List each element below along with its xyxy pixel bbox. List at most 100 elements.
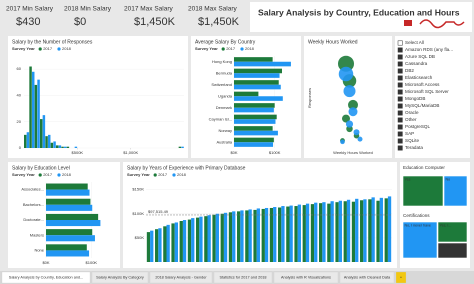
tab-label: +	[400, 276, 403, 280]
bar	[46, 213, 99, 220]
checkbox[interactable]	[397, 89, 403, 95]
slicer-item: Elasticsearch	[405, 75, 433, 80]
scatter-point	[348, 107, 358, 117]
treemap-label: Yes, I...	[440, 223, 452, 227]
chart-title: Salary by Years of Experience with Prima…	[127, 165, 246, 171]
bar	[182, 220, 187, 262]
bar	[155, 229, 159, 262]
scatter-point	[342, 114, 350, 123]
histogram-bar	[181, 146, 184, 148]
bar	[234, 73, 280, 78]
checkbox[interactable]	[397, 75, 403, 81]
bar	[273, 207, 277, 262]
x-tick-label: $1,000K	[123, 150, 138, 155]
category-label: Australia	[216, 139, 232, 144]
checkbox[interactable]	[397, 124, 403, 130]
checkbox[interactable]	[397, 103, 403, 109]
reference-label: $97,515.49	[148, 209, 169, 214]
tab[interactable]	[149, 271, 213, 284]
bar	[327, 203, 331, 262]
scatter-point	[343, 85, 356, 98]
tab[interactable]	[339, 271, 395, 284]
y-tick-label: 40	[17, 92, 22, 97]
checkbox[interactable]	[397, 40, 403, 46]
histogram-bar	[34, 84, 38, 148]
bar	[46, 198, 91, 205]
slicer-item: SAP	[405, 131, 414, 136]
kpi-value: $0	[74, 16, 86, 28]
bar	[46, 229, 93, 236]
chart-title: Average Salary By Country	[195, 39, 256, 45]
slicer-item: PostgreSQL	[405, 124, 430, 129]
bar	[196, 217, 200, 262]
bar	[158, 228, 162, 262]
tab[interactable]	[213, 271, 273, 284]
bar	[256, 208, 260, 262]
bar	[234, 142, 274, 147]
bar	[261, 208, 265, 262]
logo	[419, 19, 465, 29]
y-tick-label: 20	[17, 119, 22, 124]
checkbox[interactable]	[397, 110, 403, 116]
bar	[264, 207, 269, 262]
bar	[234, 84, 281, 90]
slicer-item: Amazon RDS (any fla...	[405, 47, 453, 52]
treemap-tile	[437, 242, 468, 259]
treemap-label: No, but I...	[440, 244, 457, 248]
checkbox[interactable]	[397, 61, 403, 67]
x-tick-label: $100K	[269, 150, 281, 155]
bar	[310, 204, 315, 262]
y-axis-label: Responses	[307, 88, 312, 108]
legend-title: Survey Year	[195, 46, 218, 51]
legend-swatch	[57, 173, 61, 177]
chart-title: Salary by the Number of Responses	[12, 39, 93, 45]
bar	[46, 183, 88, 190]
bar	[46, 204, 93, 211]
bar	[319, 203, 323, 262]
kpi-label: 2017 Max Salary	[124, 6, 174, 13]
slicer-item: MySQL/MariaDB	[405, 103, 439, 108]
y-tick-label: $50K	[135, 235, 145, 240]
kpi-label: 2018 Min Salary	[64, 6, 112, 13]
bar	[234, 96, 283, 101]
category-label: Hong Kong	[212, 59, 232, 64]
bar	[338, 200, 342, 262]
bar	[234, 68, 282, 74]
checkbox[interactable]	[397, 96, 403, 102]
tab[interactable]	[91, 271, 149, 284]
bar	[379, 197, 383, 262]
histogram-bar	[50, 142, 54, 148]
tab[interactable]	[395, 271, 407, 284]
treemap-label: No	[446, 177, 451, 181]
panel	[304, 36, 392, 158]
tab[interactable]	[1, 271, 91, 284]
category-label: Denmark	[216, 105, 232, 110]
bar	[191, 218, 195, 262]
bar	[199, 216, 203, 262]
slicer-item: MongoDB	[405, 96, 425, 101]
category-label: Associates...	[21, 187, 44, 192]
checkbox[interactable]	[397, 47, 403, 53]
legend-item: 2018	[245, 46, 255, 51]
bar	[163, 226, 167, 262]
bar	[289, 205, 293, 262]
checkbox[interactable]	[397, 138, 403, 144]
bar	[234, 114, 277, 120]
checkbox[interactable]	[397, 131, 403, 137]
category-label: Switzerland	[211, 82, 232, 87]
bar	[294, 206, 298, 262]
checkbox[interactable]	[397, 145, 403, 151]
bar	[234, 57, 273, 62]
checkbox[interactable]	[397, 68, 403, 74]
y-tick-label: 60	[17, 66, 22, 71]
tab[interactable]	[273, 271, 339, 284]
bar	[376, 200, 380, 262]
checkbox[interactable]	[397, 117, 403, 123]
checkbox[interactable]	[397, 82, 403, 88]
histogram-bar	[56, 145, 59, 148]
bar	[234, 61, 291, 67]
checkbox[interactable]	[397, 54, 403, 60]
treemap-tile	[437, 221, 468, 243]
legend-swatch	[57, 47, 61, 51]
bar	[204, 216, 208, 262]
